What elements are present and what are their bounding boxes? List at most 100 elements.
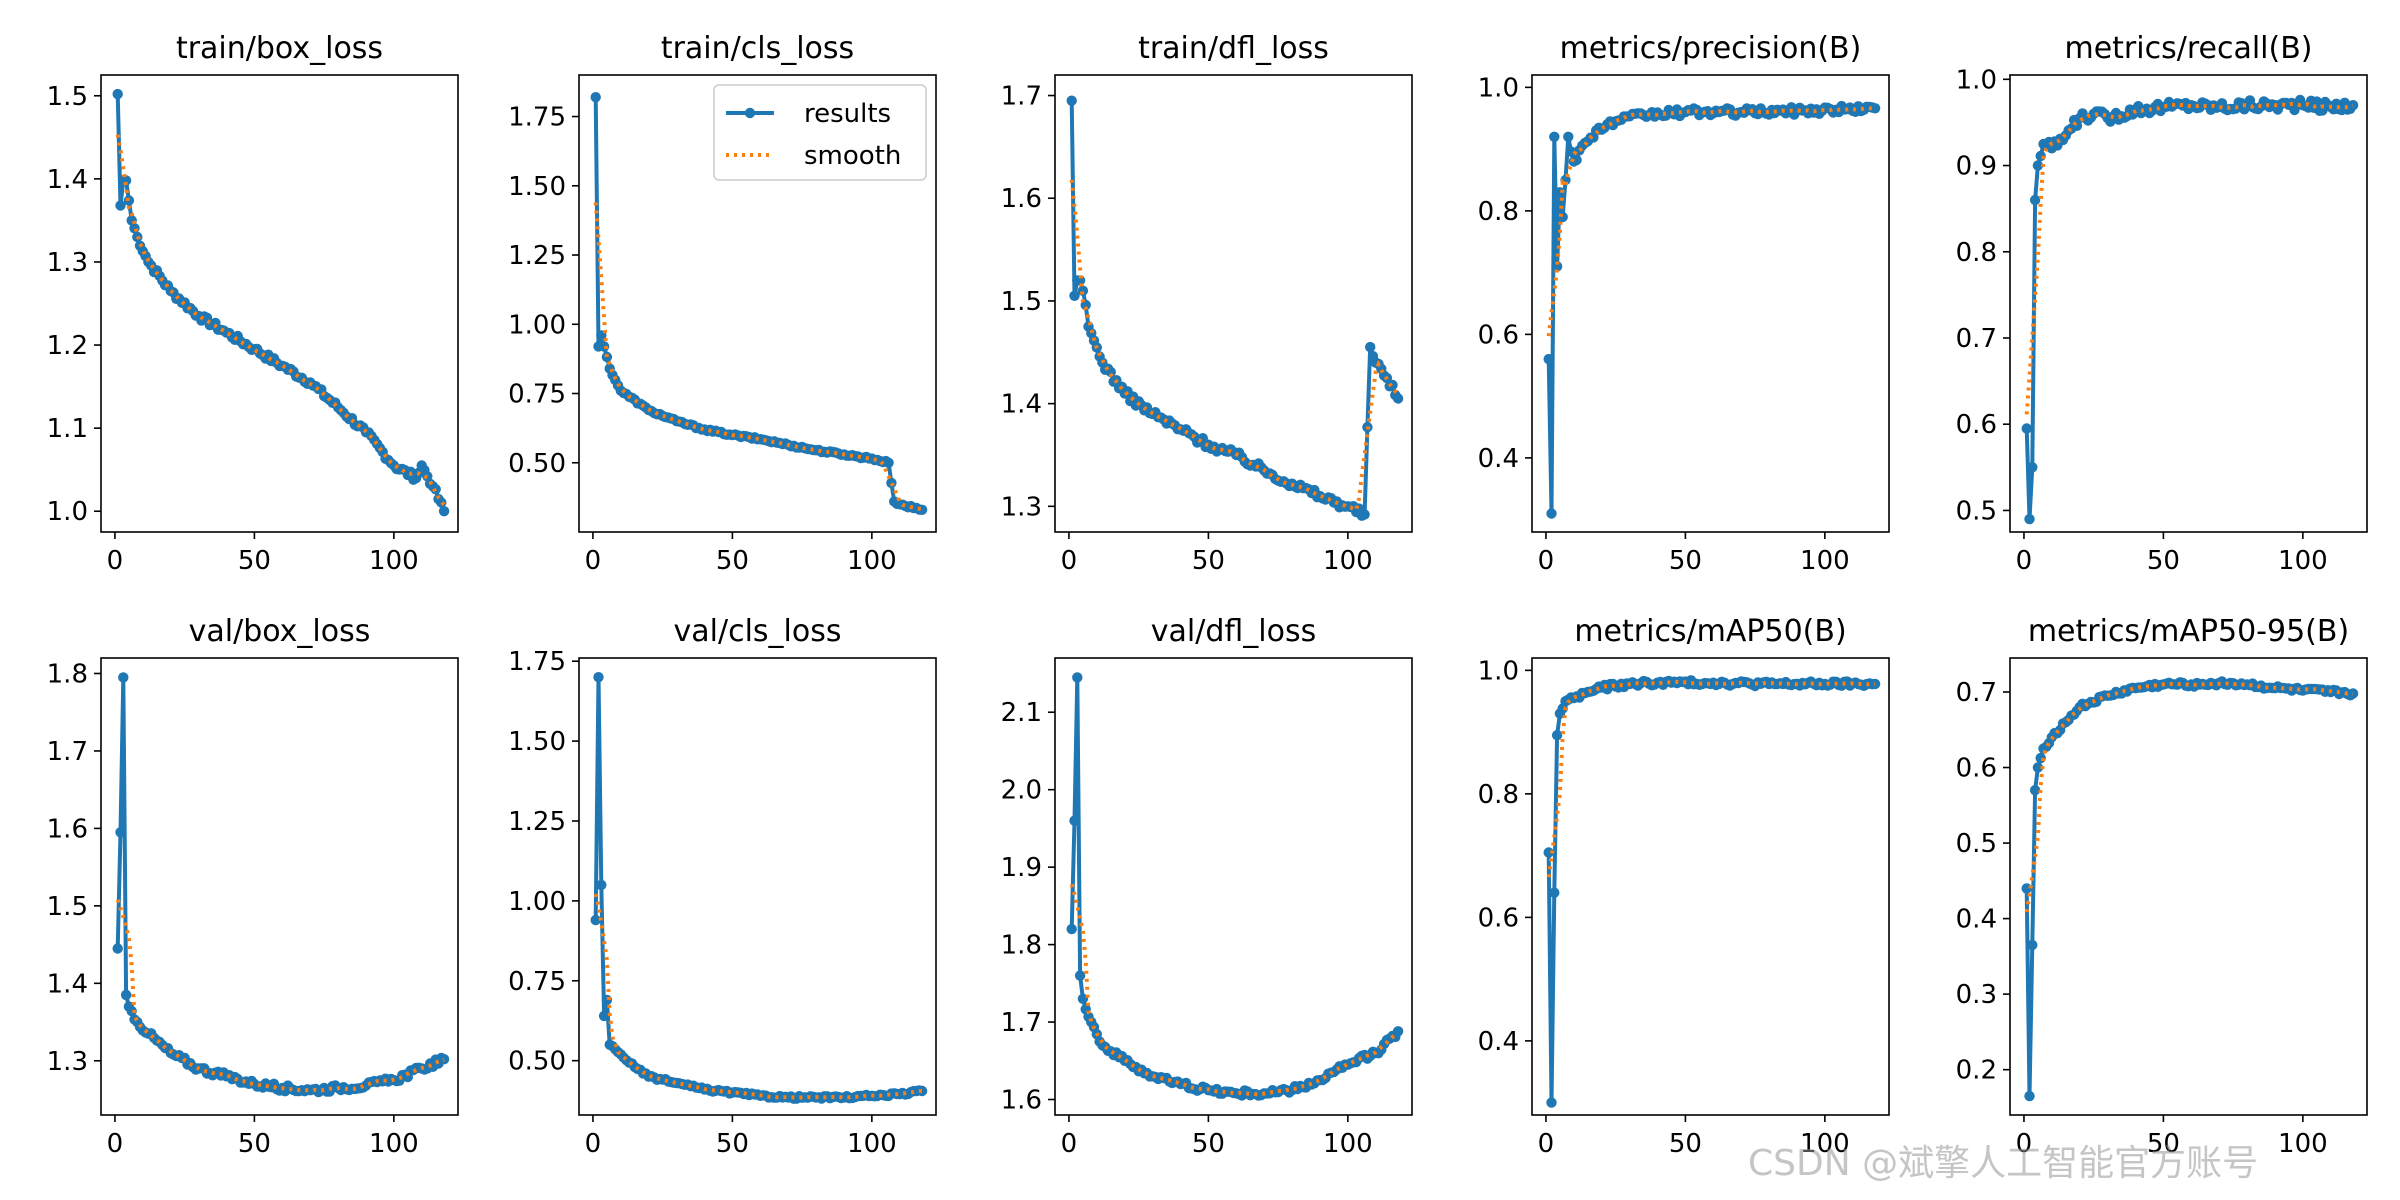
x-tick-label: 50: [1669, 546, 1702, 576]
results-point: [1392, 393, 1404, 404]
x-tick-label: 0: [2016, 546, 2033, 576]
results-point: [1551, 261, 1563, 272]
y-tick-label: 1.25: [508, 241, 566, 271]
y-tick-label: 0.6: [1478, 903, 1519, 933]
x-tick-label: 0: [1538, 1129, 1555, 1159]
panel-title: train/dfl_loss: [1138, 31, 1329, 66]
results-line: [115, 94, 447, 512]
plot-area: [1066, 95, 1404, 521]
x-tick-label: 50: [716, 546, 749, 576]
results-point: [1546, 1097, 1557, 1108]
smooth-line: [115, 899, 445, 1093]
plot-area: [112, 672, 450, 1098]
y-tick-label: 1.8: [1001, 931, 1042, 961]
results-point: [436, 497, 447, 508]
results-point: [598, 1010, 610, 1022]
smooth-line: [593, 893, 923, 1100]
results-point: [1565, 146, 1577, 157]
panel-title: val/cls_loss: [674, 614, 842, 649]
y-tick-label: 1.7: [47, 737, 88, 767]
results-point: [2021, 423, 2032, 434]
results-line: [2024, 679, 2355, 1099]
results-point: [1077, 993, 1089, 1004]
results-point: [2029, 785, 2041, 796]
results-point: [1869, 678, 1881, 690]
results-point: [112, 943, 123, 954]
y-tick-label: 1.4: [47, 969, 88, 999]
results-point: [1069, 290, 1080, 301]
smooth-line: [593, 202, 923, 512]
x-tick-label: 100: [1323, 546, 1373, 576]
csdn-watermark: CSDN @斌擎人工智能官方账号: [1748, 1143, 2259, 1184]
results-point: [115, 200, 126, 211]
y-tick-label: 1.50: [508, 727, 566, 757]
x-tick-label: 50: [2147, 546, 2180, 576]
x-tick-label: 100: [369, 1129, 419, 1159]
plot-area: [590, 92, 928, 515]
panel-title: metrics/mAP50-95(B): [2028, 614, 2349, 649]
results-point: [2311, 96, 2322, 107]
panel-train_cls_loss: 0 50 100 0.50 0.75 1.00 1.25 1.50 1.75 train/cls_…: [508, 31, 937, 576]
results-point: [1549, 887, 1560, 898]
y-tick-label: 1.3: [47, 1047, 88, 1077]
results-point: [2035, 752, 2046, 764]
axes-frame: [100, 657, 459, 1116]
results-point: [1549, 131, 1560, 142]
panel-val_dfl_loss: 0 50 100 1.6 1.7 1.8 1.9 2.0 2.1 val/dfl_loss: [1001, 614, 1413, 1159]
y-tick-label: 1.5: [47, 82, 88, 112]
legend-results-label: results: [804, 99, 891, 129]
y-tick-label: 0.6: [1956, 410, 1997, 440]
x-tick-label: 0: [107, 1129, 124, 1159]
smooth-line: [1069, 179, 1400, 513]
results-point: [1557, 211, 1568, 223]
x-tick-label: 50: [238, 1129, 271, 1159]
panel-train_box_loss: 0 50 100 1.0 1.1 1.2 1.3 1.4 1.5 train/box_loss: [47, 31, 459, 576]
axes-frame: [578, 74, 937, 533]
results-point: [590, 92, 601, 103]
results-line: [593, 675, 923, 1101]
y-tick-label: 2.0: [1001, 776, 1042, 806]
panel-title: metrics/precision(B): [1560, 31, 1862, 66]
x-tick-label: 100: [2278, 1129, 2328, 1159]
y-tick-label: 0.8: [1956, 238, 1997, 268]
results-point: [1072, 672, 1083, 683]
panel-title: train/cls_loss: [661, 31, 854, 66]
x-tick-label: 0: [2016, 1129, 2033, 1159]
x-tick-label: 50: [1192, 1129, 1225, 1159]
y-tick-label: 1.6: [1001, 1086, 1042, 1116]
results-point: [2032, 762, 2044, 773]
results-point: [2032, 160, 2044, 171]
y-tick-label: 0.9: [1956, 152, 1997, 182]
results-point: [1066, 923, 1077, 935]
results-line: [2024, 98, 2355, 522]
x-tick-label: 0: [585, 546, 602, 576]
axes-frame: [1531, 657, 1890, 1116]
results-point: [1392, 1026, 1404, 1037]
results-point: [112, 88, 123, 100]
x-tick-label: 0: [585, 1129, 602, 1159]
results-line: [1069, 675, 1400, 1098]
results-point: [1066, 95, 1077, 106]
y-tick-label: 1.3: [47, 248, 88, 278]
x-tick-label: 100: [1800, 546, 1850, 576]
y-tick-label: 1.7: [1001, 82, 1042, 112]
axes-frame: [1054, 657, 1413, 1116]
y-tick-label: 0.7: [1956, 324, 1997, 354]
results-point: [601, 351, 613, 363]
results-point: [1554, 187, 1566, 198]
y-tick-label: 1.5: [47, 892, 88, 922]
panel-title: metrics/recall(B): [2064, 31, 2312, 66]
x-tick-label: 100: [1800, 1129, 1850, 1159]
x-tick-label: 100: [369, 546, 419, 576]
results-point: [593, 672, 604, 683]
results-point: [1546, 508, 1557, 519]
plot-area: [1543, 675, 1881, 1108]
y-tick-label: 1.1: [47, 414, 88, 444]
y-tick-label: 1.0: [47, 497, 88, 527]
panel-title: val/box_loss: [189, 614, 371, 649]
results-point: [1080, 299, 1091, 311]
results-line: [1546, 678, 1876, 1105]
legend-results-marker: [744, 107, 756, 119]
y-tick-label: 1.9: [1001, 853, 1042, 883]
results-point: [916, 1085, 928, 1097]
